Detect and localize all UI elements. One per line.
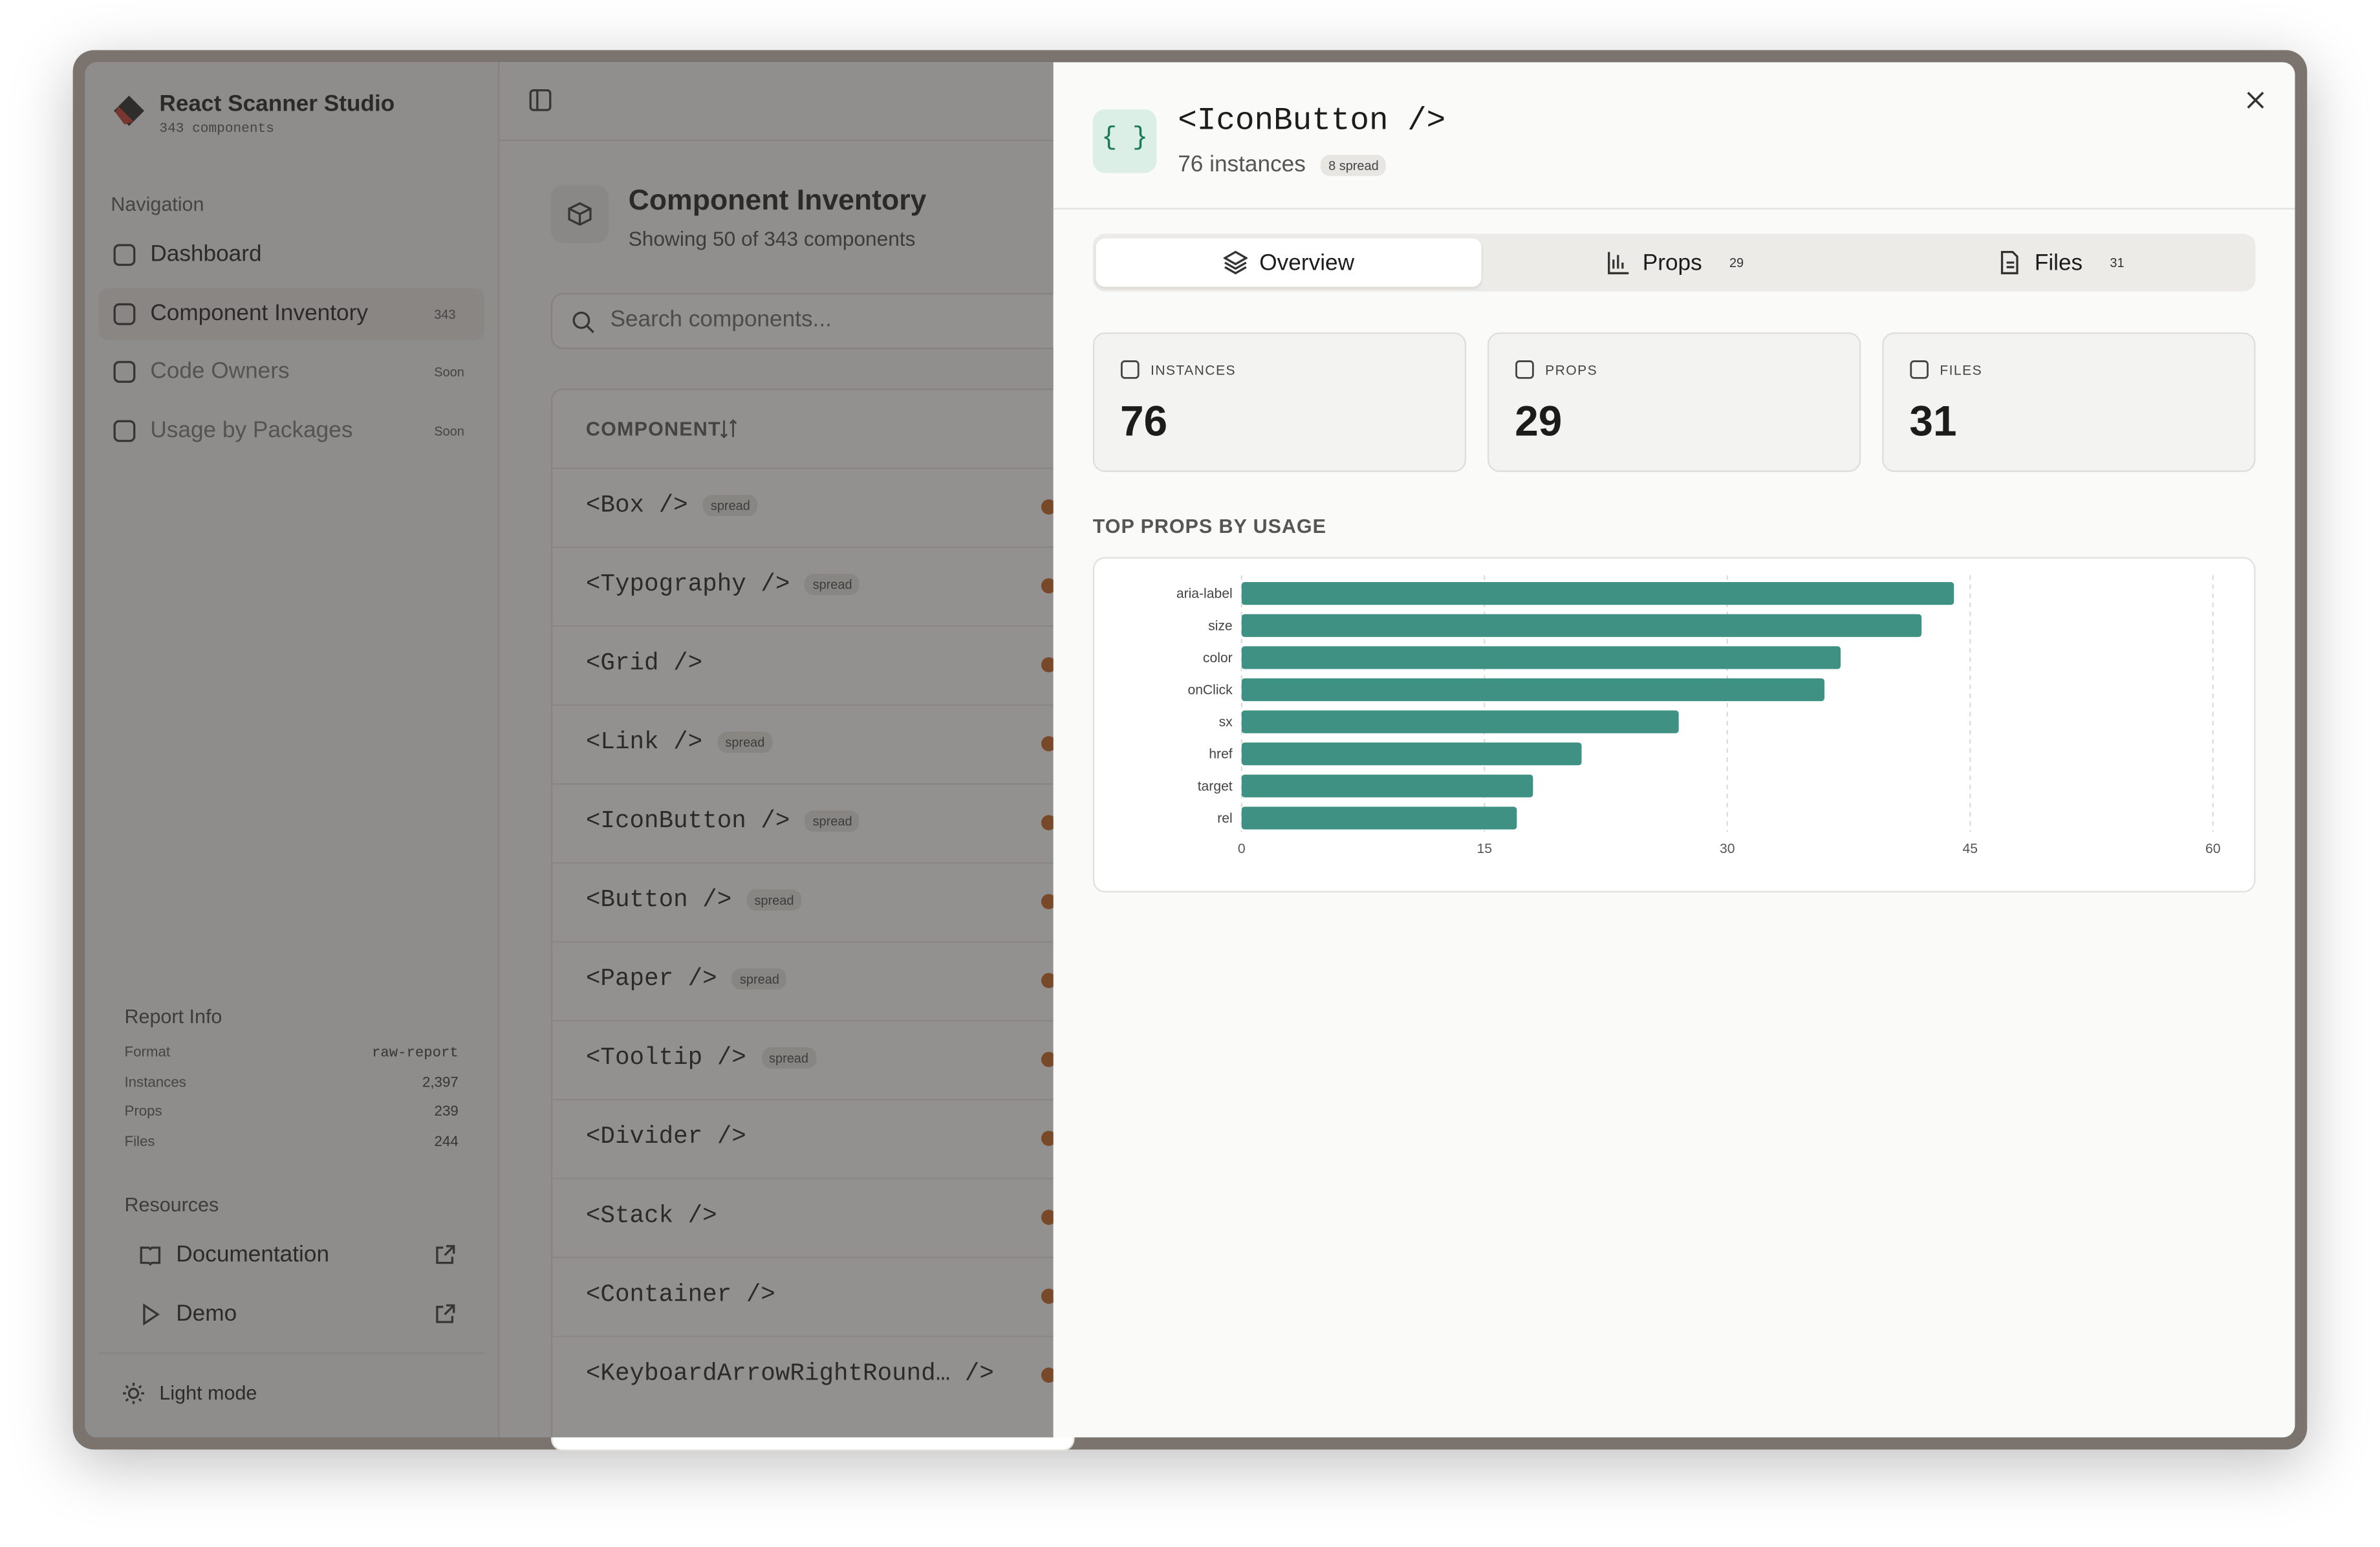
stat-label: PROPS [1545, 362, 1598, 378]
bar [1241, 774, 1533, 797]
tab-label: Props [1642, 250, 1702, 276]
y-tick-label: rel [1217, 811, 1232, 826]
stat-value: 76 [1120, 397, 1168, 445]
bar [1241, 710, 1679, 733]
bar [1241, 582, 1954, 605]
stat-card [1882, 332, 2256, 472]
instances-count: 76 instances [1178, 151, 1306, 178]
bar [1241, 678, 1824, 702]
y-tick-label: href [1209, 747, 1233, 762]
tab-icon [2001, 250, 2019, 275]
y-tick-label: size [1208, 618, 1233, 633]
stat-icon [1910, 360, 1929, 379]
drawer-icon-box [1092, 109, 1157, 173]
tab-icon [1222, 250, 1248, 275]
stat-icon [1515, 360, 1534, 379]
y-tick-label: sx [1219, 715, 1233, 730]
drawer-icon: { } [1101, 124, 1148, 154]
x-tick-label: 45 [1963, 841, 1978, 856]
drawer-subtitle: 76 instances 8 spread [1178, 151, 1387, 178]
tab[interactable]: Props 29 [1482, 238, 1868, 287]
stat-label: FILES [1940, 362, 1983, 378]
stat-label: INSTANCES [1150, 362, 1236, 378]
bar [1241, 806, 1517, 830]
stat-card [1487, 332, 1861, 472]
tab-icon [1608, 252, 1629, 275]
bar [1241, 742, 1582, 766]
tab[interactable]: Files 31 [1868, 238, 2254, 287]
y-tick-label: target [1198, 779, 1233, 794]
spread-badge: 8 spread [1321, 155, 1387, 177]
stat-value: 29 [1515, 397, 1563, 445]
bar [1241, 646, 1841, 669]
tab-count: 29 [1729, 255, 1744, 270]
tab-count: 31 [2110, 255, 2125, 270]
x-tick-label: 0 [1238, 841, 1246, 856]
section-heading: TOP PROPS BY USAGE [1092, 514, 1326, 537]
bar [1241, 614, 1922, 637]
chart: 0 15 30 45 60 aria-label size color onClick sx hre… [1176, 575, 2221, 856]
overlay [85, 62, 1054, 1438]
x-tick-label: 60 [2205, 841, 2220, 856]
stat-card [1092, 332, 1467, 472]
y-tick-label: onClick [1187, 683, 1233, 698]
drawer-divider [1053, 208, 2295, 210]
y-tick-label: color [1203, 651, 1233, 665]
tab-label: Files [2034, 250, 2083, 276]
x-tick-label: 30 [1720, 841, 1735, 856]
stat-icon [1120, 360, 1140, 379]
stat-value: 31 [1909, 397, 1957, 445]
tab[interactable]: Overview [1096, 238, 1482, 287]
y-tick-label: aria-label [1176, 587, 1233, 601]
close-icon[interactable] [2245, 89, 2266, 111]
tab-label: Overview [1259, 250, 1355, 276]
x-tick-label: 15 [1477, 841, 1492, 856]
drawer-title: <IconButton /> [1178, 104, 1446, 140]
